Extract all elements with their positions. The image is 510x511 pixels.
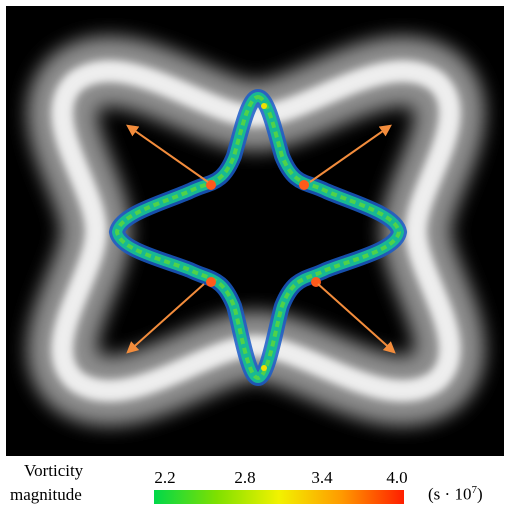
unit-exponent: 7	[471, 484, 477, 496]
hotspot	[206, 277, 216, 287]
arrow-top-left	[126, 124, 209, 183]
colorbar-tick: 3.4	[311, 468, 333, 487]
colorbar: Vorticity magnitude 2.2 2.8 3.4 4.0 (s ·…	[0, 456, 510, 511]
arrow-top-right	[309, 124, 392, 183]
colorbar-tick: 2.2	[154, 468, 176, 487]
colorbar-unit: (s · 107)	[428, 484, 483, 505]
vorticity-ring	[108, 88, 408, 387]
hotspot	[299, 180, 309, 190]
hotspot	[206, 180, 216, 190]
hotspot	[261, 103, 267, 109]
colorbar-title-line2: magnitude	[10, 485, 82, 504]
unit-close: )	[476, 484, 483, 504]
arrow-bottom-left	[126, 283, 205, 354]
density-band	[27, 36, 485, 426]
unit-base: (s · 10	[428, 484, 472, 504]
motion-arrows	[126, 124, 396, 354]
hotspot	[261, 365, 267, 371]
vorticity-figure	[6, 6, 504, 456]
arrow-bottom-right	[317, 283, 396, 354]
colorbar-tick: 4.0	[386, 468, 408, 487]
colorbar-title-line1: Vorticity	[24, 461, 84, 480]
colorbar-tick: 2.8	[234, 468, 256, 487]
colorbar-gradient	[154, 490, 404, 504]
